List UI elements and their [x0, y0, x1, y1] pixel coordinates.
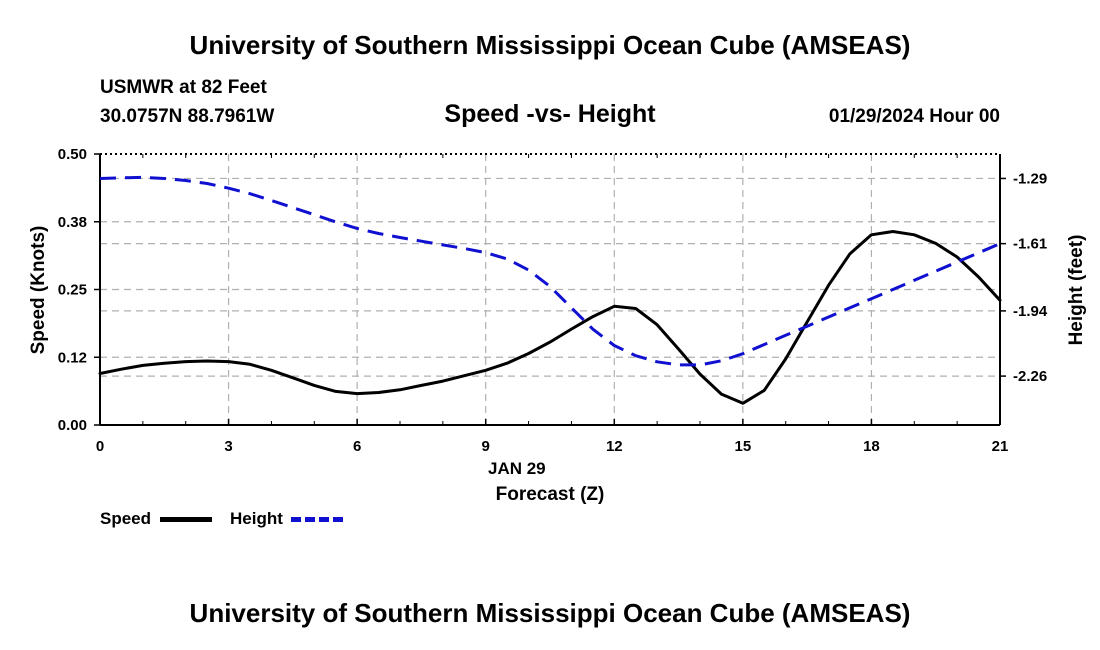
- legend-speed-label: Speed: [100, 509, 152, 528]
- y2-tick-label: -1.94: [1013, 303, 1048, 320]
- x-tick-label: 21: [992, 438, 1009, 455]
- x-axis-date-label: JAN 29: [488, 459, 546, 478]
- x-tick-label: 9: [482, 438, 490, 455]
- x-tick-label: 0: [96, 438, 104, 455]
- x-tick-label: 18: [863, 438, 880, 455]
- station-coordinates: 30.0757N 88.7961W: [100, 106, 275, 127]
- y2-tick-label: -2.26: [1013, 368, 1047, 385]
- y-axis-title: Speed (Knots): [28, 226, 49, 355]
- y2-tick-label: -1.61: [1013, 236, 1047, 253]
- main-title: University of Southern Mississippi Ocean…: [189, 30, 911, 60]
- x-tick-label: 3: [224, 438, 232, 455]
- speed-series-line: [98, 230, 1002, 405]
- y-tick-label: 0.25: [58, 282, 87, 299]
- y-tick-label: 0.50: [58, 146, 87, 163]
- x-tick-label: 6: [353, 438, 361, 455]
- x-axis-title: Forecast (Z): [496, 484, 605, 505]
- footer-title: University of Southern Mississippi Ocean…: [189, 598, 911, 628]
- y-tick-label: 0.38: [58, 214, 87, 231]
- y-tick-label: 0.00: [58, 417, 87, 434]
- x-tick-label: 12: [606, 438, 623, 455]
- x-tick-label: 15: [735, 438, 752, 455]
- y2-axis-title: Height (feet): [1066, 235, 1087, 346]
- station-label: USMWR at 82 Feet: [100, 77, 267, 98]
- legend-height-swatch: [291, 517, 343, 522]
- y2-tick-label: -1.29: [1013, 170, 1047, 187]
- chart-subtitle: Speed -vs- Height: [444, 100, 656, 128]
- legend-speed-swatch: [160, 517, 212, 522]
- height-series-line: [99, 175, 1001, 367]
- y-tick-label: 0.12: [58, 349, 87, 366]
- forecast-date: 01/29/2024 Hour 00: [828, 106, 1000, 127]
- legend-height-label: Height: [230, 509, 283, 528]
